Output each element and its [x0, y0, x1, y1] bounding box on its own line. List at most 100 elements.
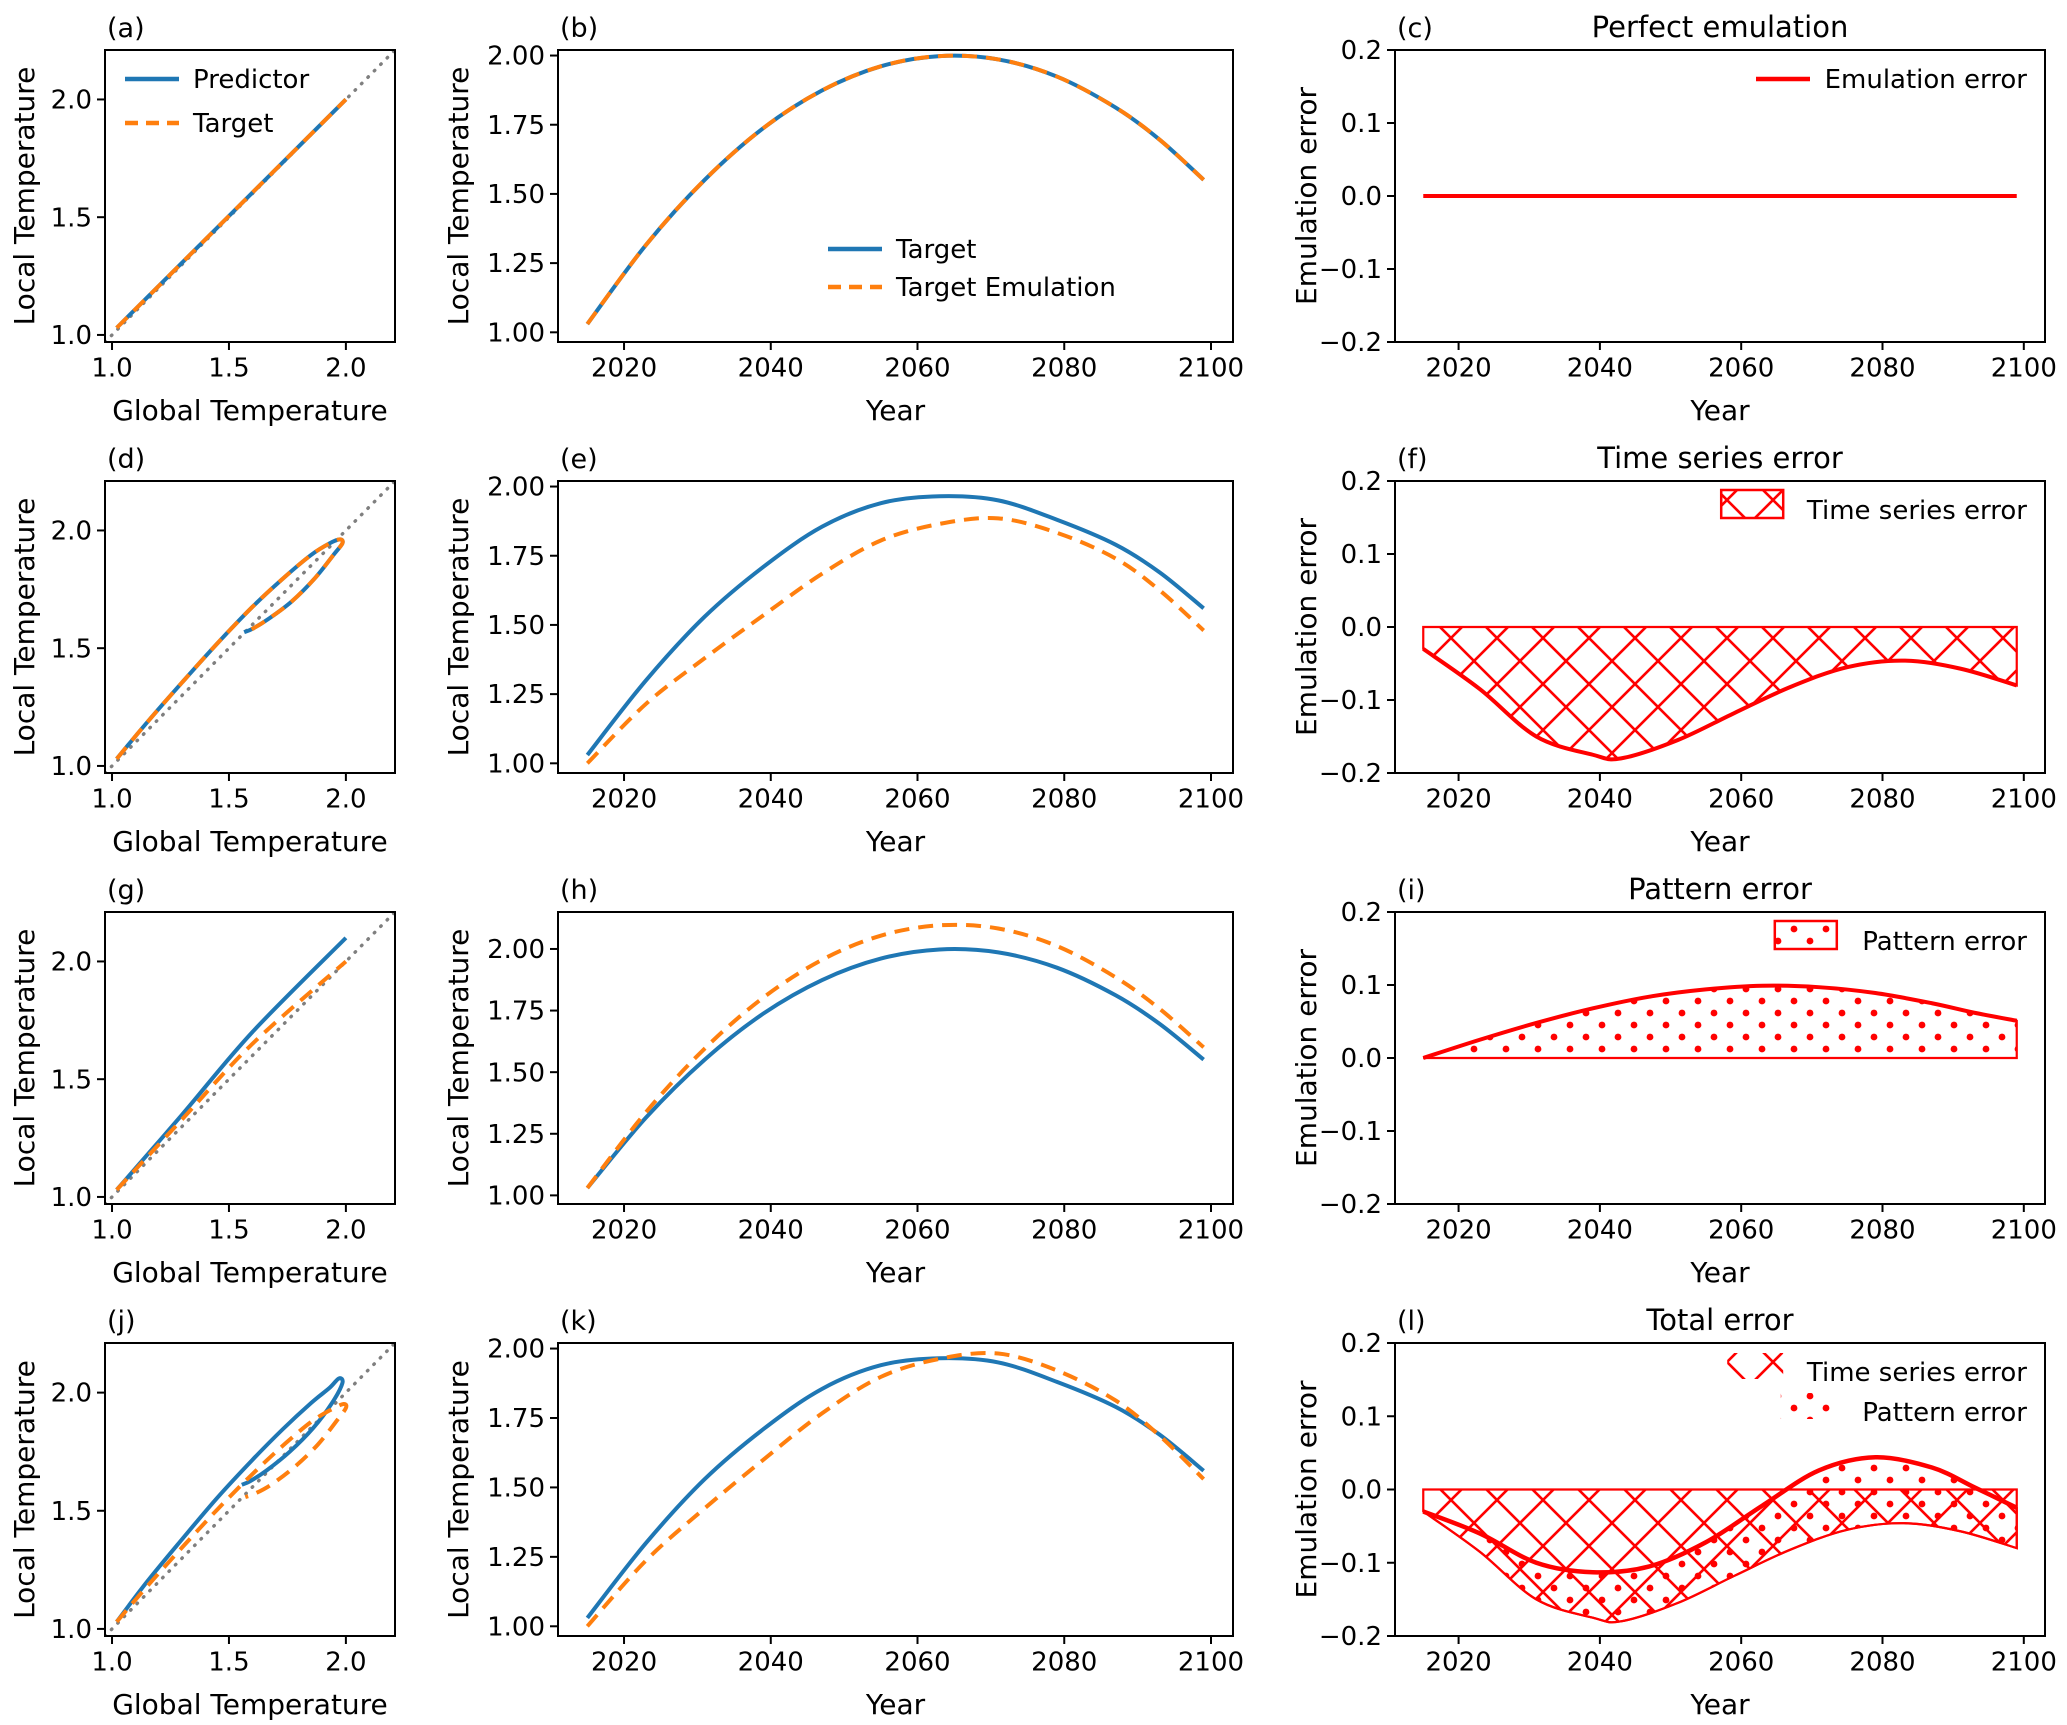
- x-axis-label-b: Year: [865, 394, 926, 427]
- y-tick-label: 1.5: [51, 203, 92, 233]
- series-identity-line: [105, 912, 395, 1204]
- y-tick-label: 1.25: [487, 1543, 545, 1573]
- y-tick-label: −0.2: [1319, 328, 1382, 358]
- axes-box-g: [104, 911, 396, 1205]
- x-tick-label: 2060: [1708, 784, 1774, 814]
- x-axis-label-c: Year: [1689, 394, 1750, 427]
- x-tick-label: 2040: [738, 1647, 804, 1677]
- y-axis-label-c: Emulation error: [1290, 87, 1323, 305]
- y-tick-label: −0.1: [1319, 255, 1382, 285]
- x-tick-label: 2060: [884, 353, 950, 383]
- x-tick-label: 2020: [591, 1215, 657, 1245]
- panel-letter-a: (a): [107, 13, 145, 44]
- x-tick-label: 2100: [1991, 1647, 2057, 1677]
- y-tick-label: 1.00: [487, 749, 545, 779]
- x-tick-label: 2020: [1426, 1647, 1492, 1677]
- panel-d: 1.0 1.5 2.0 1.0 1.5 2.0 Global Temperature Loca…: [8, 444, 396, 858]
- x-tick-label: 2040: [738, 353, 804, 383]
- fill-cross-f-0: [1422, 625, 2018, 761]
- y-tick-label: 2.00: [487, 1335, 545, 1365]
- y-tick-label: −0.2: [1319, 1190, 1382, 1220]
- y-axis-label-i: Emulation error: [1290, 949, 1323, 1167]
- ticks-e: 2020 2040 2060 2080 2100 1.00 1.25 1.50 1.75 2.00: [487, 473, 1244, 815]
- y-axis-label-b: Local Temperature: [442, 67, 475, 326]
- panel-letter-l: (l): [1397, 1306, 1426, 1337]
- axes-box-b: [557, 49, 1234, 343]
- x-tick-label: 2040: [1567, 1647, 1633, 1677]
- y-tick-label: 1.75: [487, 542, 545, 572]
- plot-area-b: [585, 53, 1205, 326]
- panel-title-c: Perfect emulation: [1592, 10, 1849, 44]
- series-target: [585, 947, 1205, 1190]
- series-identity-line: [105, 481, 395, 773]
- x-tick-label: 2020: [1426, 353, 1492, 383]
- x-axis-label-f: Year: [1689, 825, 1750, 858]
- x-tick-label: 1.0: [91, 1647, 132, 1677]
- x-tick-label: 2100: [1991, 784, 2057, 814]
- panel-letter-i: (i): [1397, 875, 1426, 906]
- y-tick-label: 0.1: [1341, 971, 1382, 1001]
- panel-j: 1.0 1.5 2.0 1.0 1.5 2.0 Global Temperature Loca…: [8, 1306, 396, 1721]
- x-tick-label: 2100: [1178, 353, 1244, 383]
- x-tick-label: 1.5: [208, 353, 249, 383]
- x-axis-label-k: Year: [865, 1688, 926, 1721]
- legend-swatch-boxdots: [1773, 919, 1839, 951]
- x-tick-label: 1.5: [208, 1647, 249, 1677]
- legend-f: Time series error: [1719, 488, 2027, 526]
- ticks-d: 1.0 1.5 2.0 1.0 1.5 2.0: [51, 517, 367, 815]
- legend-swatch-hdots: [1780, 1393, 1837, 1419]
- x-tick-label: 2020: [1426, 784, 1492, 814]
- plot-area-l: [1422, 1455, 2018, 1624]
- x-tick-label: 2040: [738, 1215, 804, 1245]
- y-tick-label: −0.1: [1319, 686, 1382, 716]
- x-tick-label: 2100: [1178, 1647, 1244, 1677]
- legend-label: Emulation error: [1825, 65, 2028, 95]
- x-tick-label: 2040: [1567, 784, 1633, 814]
- y-axis-label-k: Local Temperature: [442, 1360, 475, 1619]
- y-tick-label: 1.50: [487, 180, 545, 210]
- panel-l: 2020 2040 2060 2080 2100 0.2 0.1 0.0 −0.1 −0.2 Yea…: [1290, 1303, 2057, 1721]
- axes-box-j: [104, 1342, 396, 1637]
- ticks-a: 1.0 1.5 2.0 1.0 1.5 2.0: [51, 86, 367, 384]
- panel-title-i: Pattern error: [1628, 872, 1812, 906]
- y-tick-label: 0.2: [1341, 1329, 1382, 1359]
- y-axis-label-h: Local Temperature: [442, 929, 475, 1188]
- axes-box-e: [557, 480, 1234, 774]
- x-tick-label: 2020: [591, 1647, 657, 1677]
- legend-b: Target Target Emulation: [828, 235, 1116, 303]
- x-tick-label: 2080: [1031, 784, 1097, 814]
- ticks-i: 2020 2040 2060 2080 2100 0.2 0.1 0.0 −0.1 −0.2: [1319, 898, 2057, 1245]
- ticks-c: 2020 2040 2060 2080 2100 0.2 0.1 0.0 −0.1 −0.2: [1319, 36, 2057, 383]
- y-tick-label: −0.1: [1319, 1549, 1382, 1579]
- y-tick-label: 1.00: [487, 318, 545, 348]
- plot-area-i: [1422, 983, 2018, 1060]
- x-tick-label: 2060: [884, 1215, 950, 1245]
- legend-swatch-boxcross: [1719, 488, 1785, 520]
- x-axis-label-d: Global Temperature: [112, 825, 388, 858]
- y-tick-label: 2.00: [487, 42, 545, 72]
- series-target-emulation: [585, 922, 1205, 1190]
- panel-title-f: Time series error: [1596, 441, 1843, 475]
- panel-f: 2020 2040 2060 2080 2100 0.2 0.1 0.0 −0.1 −0.2 Yea…: [1290, 441, 2057, 858]
- x-tick-label: 2020: [591, 353, 657, 383]
- ticks-g: 1.0 1.5 2.0 1.0 1.5 2.0: [51, 948, 367, 1246]
- y-tick-label: 1.0: [51, 321, 92, 351]
- x-tick-label: 2080: [1031, 1647, 1097, 1677]
- legend-label: Target Emulation: [895, 273, 1116, 303]
- series-time-series-error: [1422, 647, 2018, 762]
- plot-area-f: [1422, 625, 2018, 762]
- legend-a: Predictor Target: [125, 65, 309, 139]
- x-axis-label-a: Global Temperature: [112, 394, 388, 427]
- y-tick-label: 1.50: [487, 611, 545, 641]
- x-tick-label: 1.0: [91, 784, 132, 814]
- x-tick-label: 2100: [1991, 1215, 2057, 1245]
- plot-area-h: [585, 922, 1205, 1190]
- panel-h: 2020 2040 2060 2080 2100 1.00 1.25 1.50 1.75 2.00…: [442, 875, 1244, 1289]
- x-tick-label: 2100: [1991, 353, 2057, 383]
- panel-letter-g: (g): [107, 875, 145, 906]
- panel-i: 2020 2040 2060 2080 2100 0.2 0.1 0.0 −0.1 −0.2 Yea…: [1290, 872, 2057, 1289]
- legend-label: Target: [895, 235, 976, 265]
- x-tick-label: 2.0: [325, 784, 366, 814]
- series-target: [115, 959, 348, 1192]
